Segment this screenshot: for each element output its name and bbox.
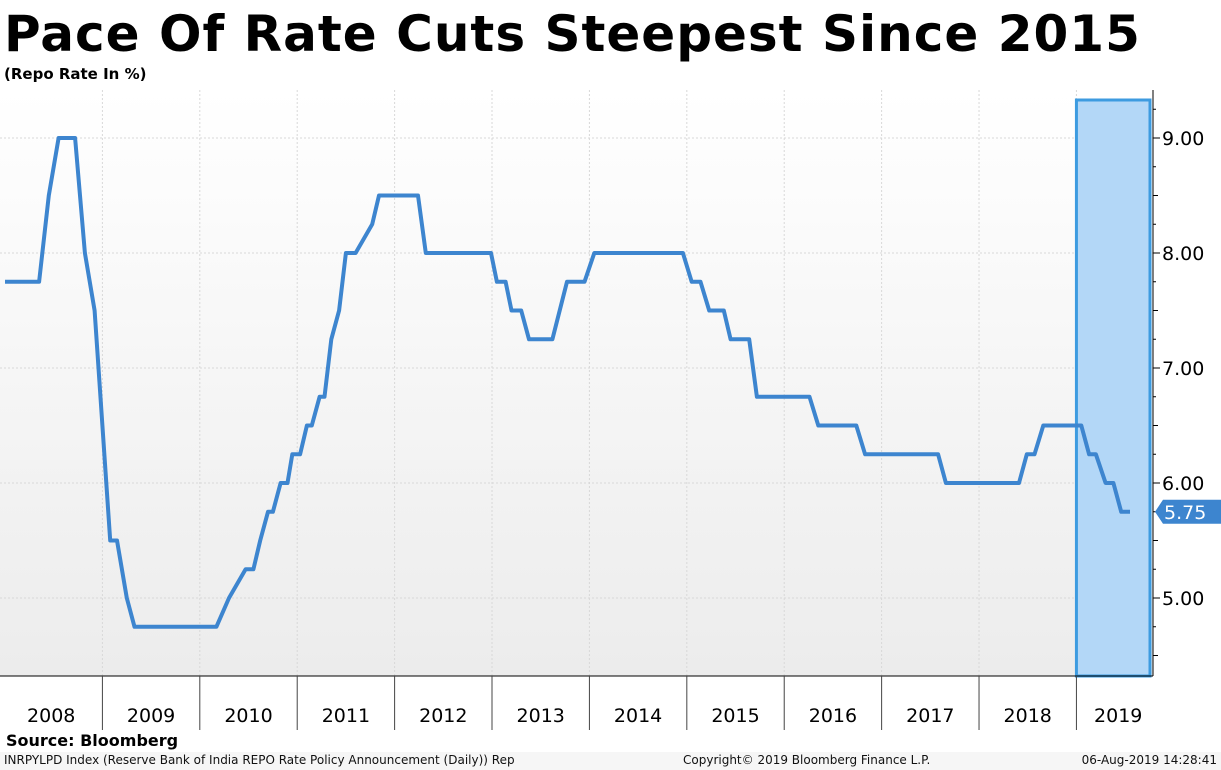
last-value-group: 5.75 <box>1155 499 1221 524</box>
x-tick-label: 2013 <box>517 705 565 727</box>
x-tick-label: 2012 <box>419 705 467 727</box>
x-tick-label: 2010 <box>224 705 272 727</box>
series-line-0 <box>5 136 1130 629</box>
x-tick-label: 2018 <box>1004 705 1052 727</box>
x-tick-label: 2019 <box>1094 705 1142 727</box>
x-tick-label: 2008 <box>27 705 75 727</box>
x-tick-label: 2015 <box>711 705 759 727</box>
x-tick-label: 2017 <box>906 705 954 727</box>
y-tick-label: 5.00 <box>1162 588 1204 610</box>
y-tick-label: 7.00 <box>1162 358 1204 380</box>
footer-copyright: Copyright© 2019 Bloomberg Finance L.P. <box>683 753 931 767</box>
axes-group <box>0 90 1154 677</box>
footer-bar: INRPYLPD Index (Reserve Bank of India RE… <box>0 752 1221 770</box>
footer-index-text: INRPYLPD Index (Reserve Bank of India RE… <box>4 753 515 767</box>
source-label: Source: Bloomberg <box>6 731 179 750</box>
chart-subtitle: (Repo Rate In %) <box>4 65 147 83</box>
grid-lines <box>0 90 1153 676</box>
y-tick-label: 8.00 <box>1162 243 1204 265</box>
last-value-label: 5.75 <box>1164 502 1206 524</box>
x-tick-label: 2011 <box>322 705 370 727</box>
plot-area <box>0 90 1153 676</box>
y-tick-label: 9.00 <box>1162 128 1204 150</box>
footer-timestamp: 06-Aug-2019 14:28:41 <box>1081 753 1217 767</box>
y-tick-label: 6.00 <box>1162 473 1204 495</box>
x-axis: 2008 2009 2010 2011 2012 2013 2014 2015 2016 2017… <box>27 676 1142 730</box>
x-tick-label: 2016 <box>809 705 857 727</box>
x-tick-label: 2009 <box>127 705 175 727</box>
chart-title: Pace Of Rate Cuts Steepest Since 2015 <box>4 5 1141 63</box>
highlight-2019-box <box>1074 98 1152 678</box>
x-tick-label: 2014 <box>614 705 662 727</box>
last-value-marker <box>1155 499 1221 524</box>
series-group <box>5 136 1130 629</box>
y-axis: 5.00 6.00 7.00 8.00 9.00 <box>1153 108 1204 656</box>
